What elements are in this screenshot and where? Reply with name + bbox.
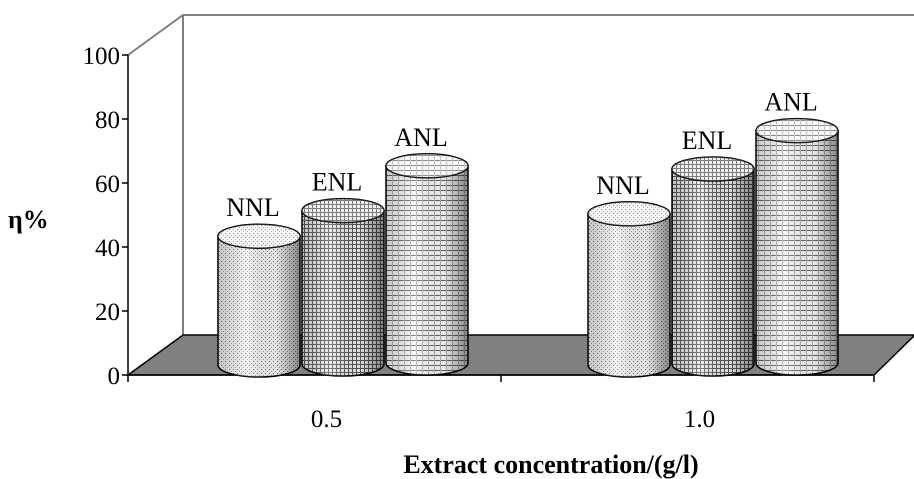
bar-nnl-0.5 — [217, 223, 301, 378]
plot-frame — [127, 14, 914, 335]
bar-label: NNL — [226, 193, 279, 222]
bar-top — [587, 201, 671, 227]
bar-shading — [302, 210, 384, 376]
bar-enl-1.0 — [671, 156, 755, 377]
bar-anl-0.5 — [385, 153, 469, 376]
x-tick-label: 0.5 — [311, 406, 342, 433]
y-tick-label: 60 — [95, 171, 120, 198]
bar-top — [385, 153, 469, 179]
x-axis: 0.5 1.0 — [127, 374, 875, 433]
bar-label: ENL — [682, 126, 733, 155]
bar-label: ANL — [394, 123, 447, 152]
bar-label: ANL — [764, 88, 817, 117]
bar-top-highlight — [218, 224, 300, 249]
bar-top — [217, 223, 301, 249]
y-tick-label: 20 — [95, 299, 120, 326]
bars — [217, 117, 839, 378]
bar-top — [301, 197, 385, 224]
bar-nnl-1.0 — [587, 201, 671, 378]
x-tick-label: 1.0 — [684, 406, 715, 433]
y-axis: 0 20 40 60 80 100 — [83, 43, 129, 390]
y-tick-label: 40 — [95, 235, 120, 262]
y-tick-label: 80 — [95, 107, 120, 134]
bar-enl-0.5 — [301, 197, 385, 377]
bar-shading — [756, 130, 838, 375]
bar-shading — [386, 165, 468, 375]
bar-top-highlight — [756, 118, 838, 143]
bar-top-highlight — [302, 198, 384, 223]
bar-top — [755, 117, 839, 144]
y-axis-title: η% — [8, 205, 49, 234]
y-tick-label: 100 — [83, 43, 121, 70]
bar-top — [671, 156, 755, 182]
bar-label: ENL — [312, 168, 363, 197]
bar-shading — [672, 169, 754, 376]
bar-top-highlight — [672, 157, 754, 181]
bar-top-highlight — [386, 153, 468, 178]
y-tick-label: 0 — [108, 363, 121, 390]
bar-anl-1.0 — [755, 117, 839, 376]
bar-labels: NNL ENL ANL NNL ENL ANL — [226, 88, 817, 223]
bar-label: NNL — [596, 171, 649, 200]
x-axis-title: Extract concentration/(g/l) — [403, 450, 698, 479]
back-frame-top — [127, 14, 914, 56]
bar-top-highlight — [588, 201, 670, 226]
bar-shading — [588, 213, 670, 377]
bar-shading — [218, 236, 300, 377]
